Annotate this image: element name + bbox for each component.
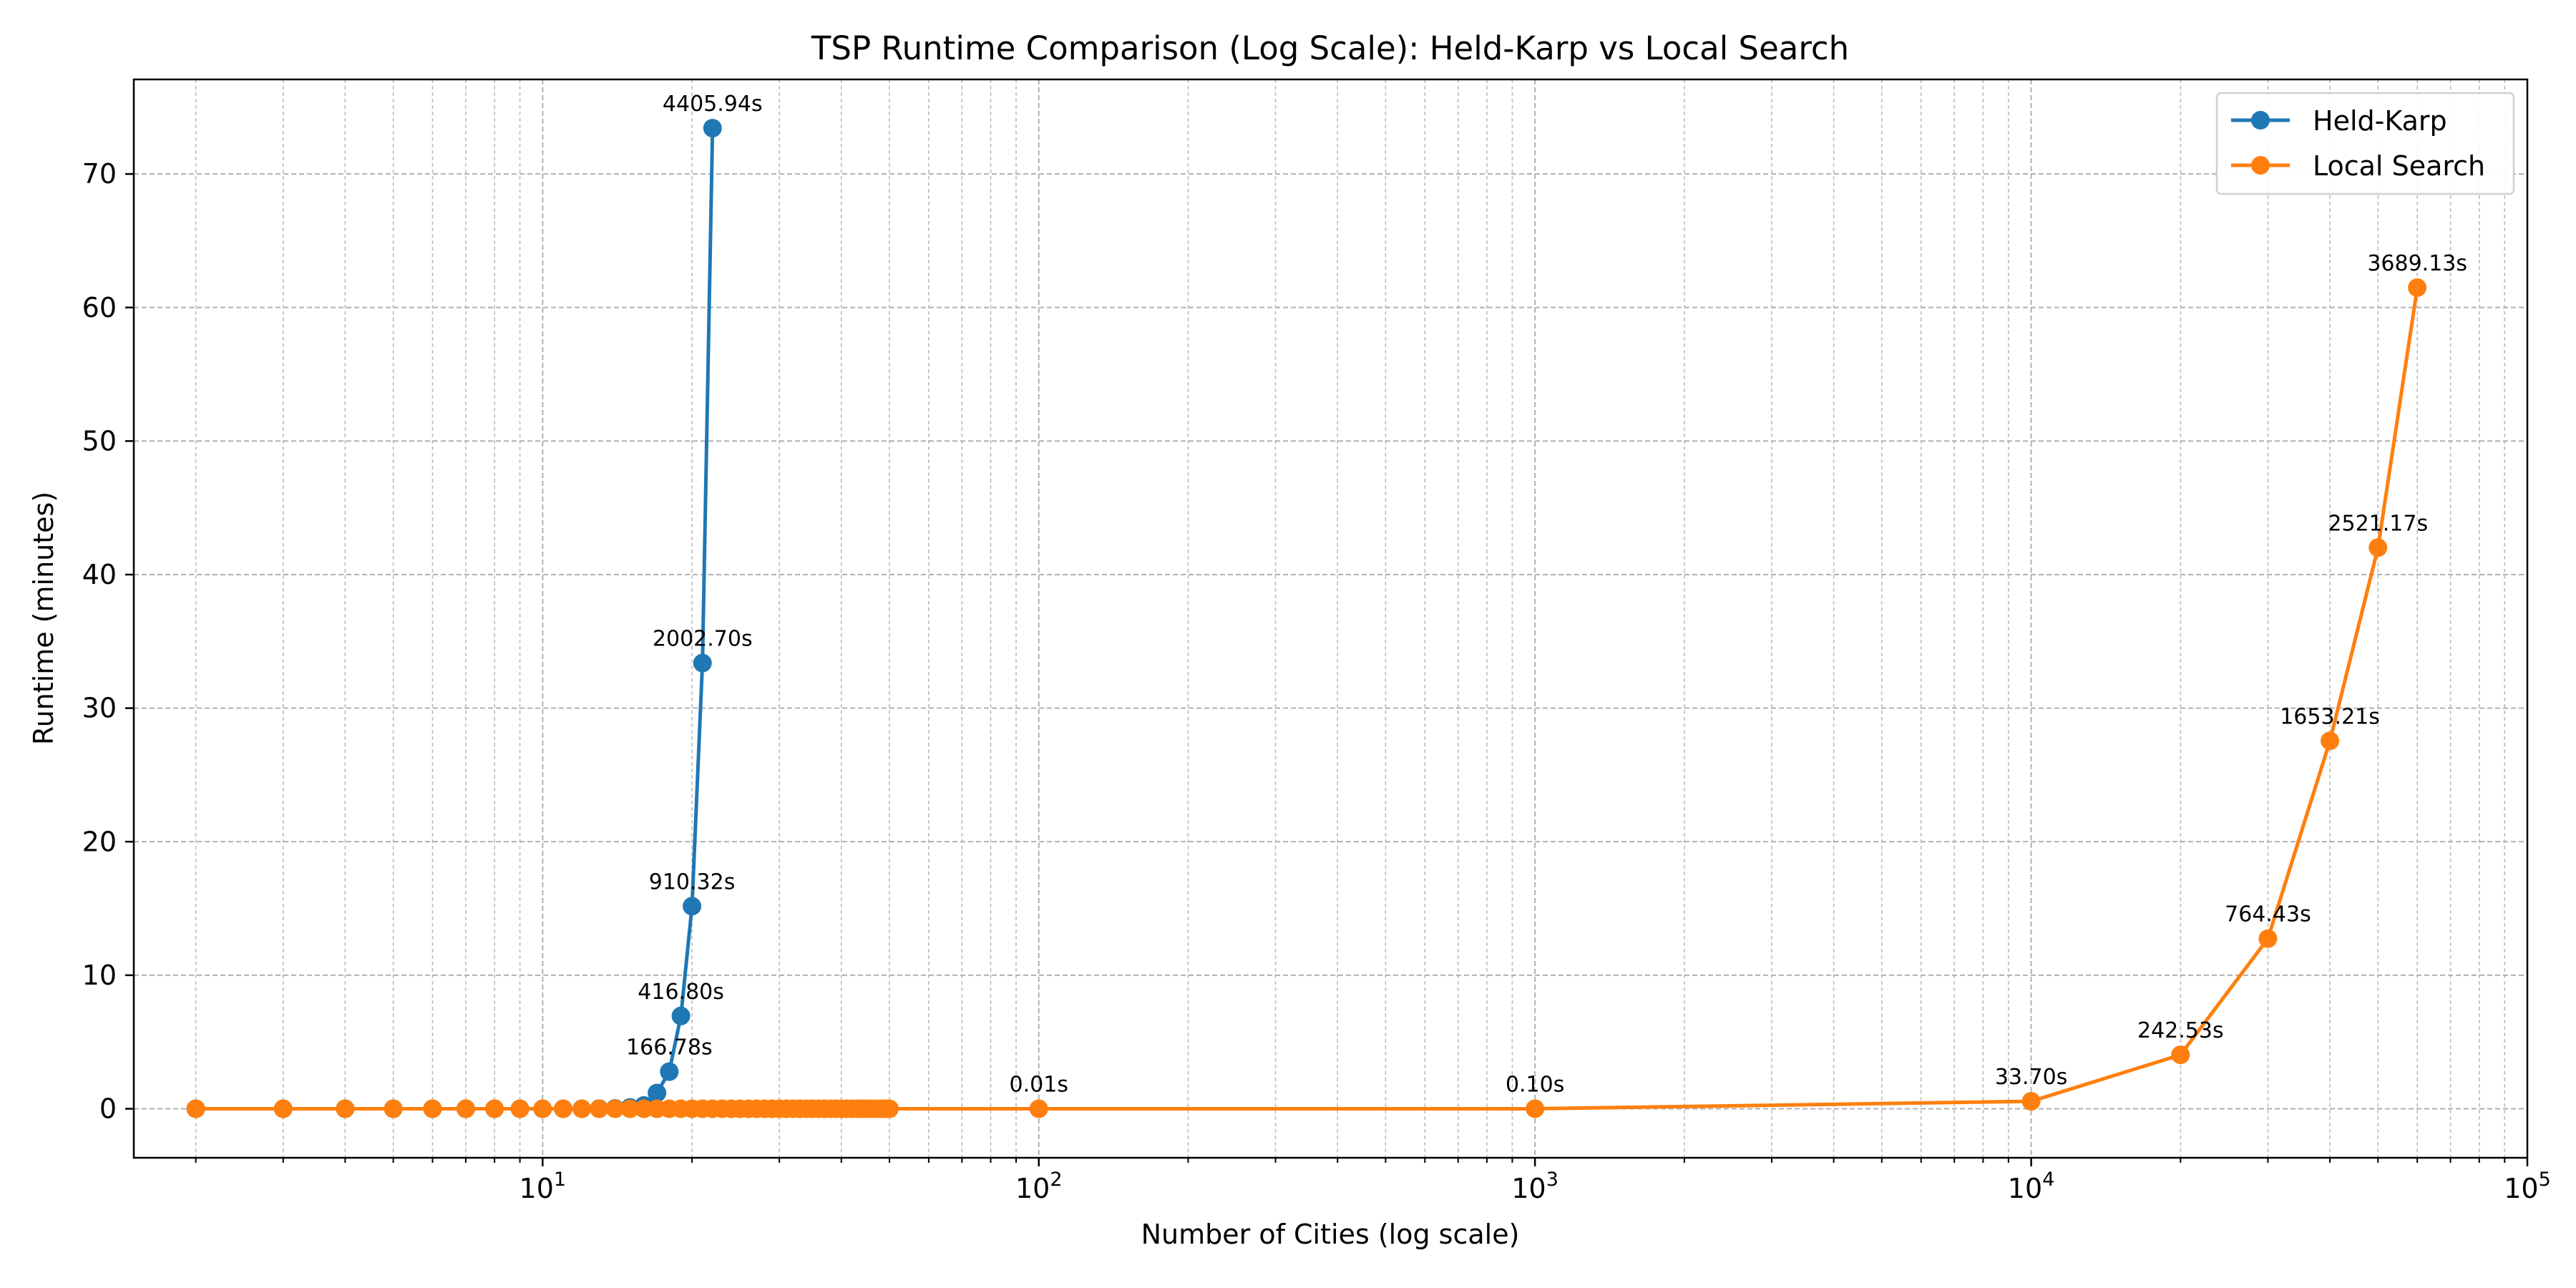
local-search-point (1526, 1099, 1545, 1118)
local-search-data-label: 33.70s (1995, 1065, 2068, 1090)
local-search-point (605, 1099, 625, 1118)
chart-title: TSP Runtime Comparison (Log Scale): Held… (811, 29, 1849, 67)
x-tick-label: 102 (1015, 1169, 1063, 1204)
series-layer (186, 119, 2427, 1118)
local-search-data-label: 2521.17s (2328, 511, 2428, 536)
held-karp-point (683, 897, 702, 916)
local-search-data-label: 3689.13s (2367, 251, 2467, 276)
y-tick-label: 60 (82, 292, 117, 323)
legend-held-karp-marker (2251, 111, 2270, 130)
local-search-point (2021, 1092, 2041, 1111)
y-tick-label: 40 (82, 559, 117, 590)
held-karp-point (693, 653, 712, 673)
legend-local-search-label: Local Search (2313, 150, 2485, 182)
local-search-point (2258, 929, 2278, 948)
local-search-point (572, 1099, 592, 1118)
local-search-point (2321, 731, 2340, 751)
local-search-point (2408, 278, 2427, 297)
local-search-data-label: 1653.21s (2280, 704, 2380, 729)
x-tick-label: 103 (1511, 1169, 1558, 1204)
local-search-point (336, 1099, 355, 1118)
local-search-point (533, 1099, 552, 1118)
local-search-point (634, 1099, 653, 1118)
held-karp-point (648, 1083, 667, 1103)
held-karp-point (671, 1006, 691, 1025)
x-axis-label: Number of Cities (log scale) (1141, 1219, 1520, 1250)
local-search-point (485, 1099, 504, 1118)
x-tick-label: 101 (519, 1169, 567, 1204)
local-search-data-label: 0.01s (1010, 1073, 1068, 1098)
y-tick-label: 70 (82, 158, 117, 190)
local-search-point (620, 1099, 640, 1118)
local-search-point (186, 1099, 205, 1118)
local-search-data-label: 242.53s (2137, 1018, 2224, 1043)
held-karp-point (703, 119, 722, 138)
legend-local-search-marker (2251, 156, 2270, 175)
local-search-point (1029, 1099, 1048, 1118)
local-search-data-label: 0.10s (1506, 1072, 1564, 1097)
legend-held-karp-label: Held-Karp (2313, 105, 2447, 137)
held-karp-point (660, 1062, 679, 1081)
y-axis-label: Runtime (minutes) (28, 492, 59, 745)
local-search-point (456, 1099, 475, 1118)
local-search-point (384, 1099, 403, 1118)
local-search-point (879, 1099, 899, 1118)
legend-box (2215, 92, 2515, 195)
y-tick-label: 0 (99, 1093, 117, 1125)
local-search-point (554, 1099, 573, 1118)
held-karp-data-label: 166.78s (626, 1035, 713, 1060)
data-labels: 166.78s 416.80s 910.32s 2002.70s 4405.94s 0.0… (626, 92, 2467, 1097)
held-karp-data-label: 416.80s (638, 980, 724, 1005)
x-axis-ticks: 101 102 103 104 105 (195, 1158, 2551, 1204)
local-search-point (510, 1099, 530, 1118)
local-search-data-label: 764.43s (2225, 902, 2311, 927)
local-search-point (273, 1099, 293, 1118)
local-search-point (2368, 538, 2388, 557)
y-tick-label: 20 (82, 826, 117, 857)
x-tick-label: 105 (2504, 1169, 2551, 1204)
plot-background (134, 79, 2527, 1158)
y-axis-ticks: 0 10 20 30 40 50 60 70 (82, 158, 134, 1125)
legend: Held-Karp Local Search (2215, 92, 2515, 195)
y-tick-label: 50 (82, 425, 117, 457)
held-karp-data-label: 4405.94s (663, 92, 763, 117)
local-search-point (2171, 1045, 2190, 1065)
local-search-point (590, 1099, 609, 1118)
held-karp-data-label: 910.32s (649, 869, 736, 894)
local-search-point (423, 1099, 442, 1118)
y-tick-label: 10 (82, 960, 117, 991)
plot-frame (132, 78, 2529, 1159)
x-tick-label: 104 (2008, 1169, 2055, 1204)
grid-lines (134, 79, 2528, 1158)
held-karp-data-label: 2002.70s (653, 627, 753, 652)
y-tick-label: 30 (82, 693, 117, 724)
